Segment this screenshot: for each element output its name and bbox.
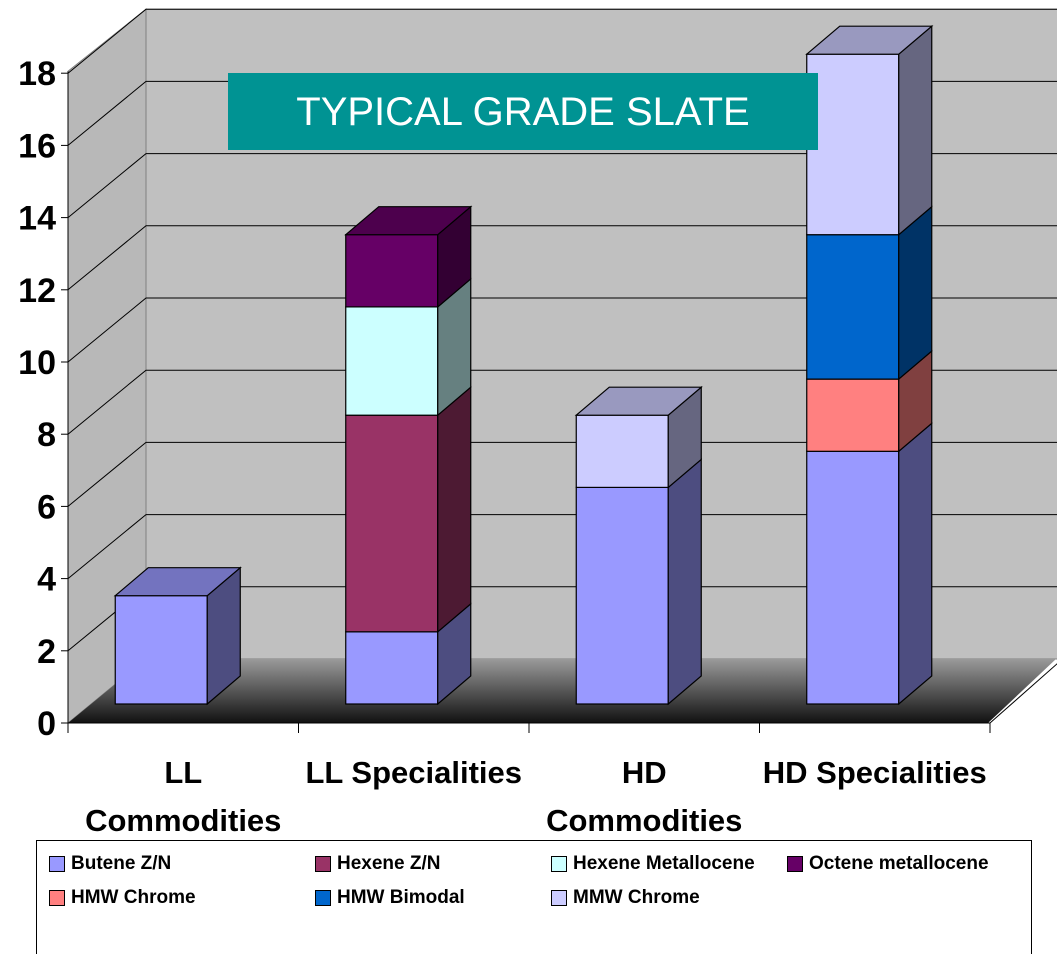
legend-swatch [49,856,65,872]
y-tick-label: 18 [18,55,56,93]
legend-item: HMW Chrome [49,887,196,909]
y-tick-label: 14 [18,200,56,238]
bar-3-mmw-chrome-front [806,53,900,236]
bar-1-hexene-z-n-front [345,414,439,633]
legend-swatch [315,856,331,872]
category-label: LL [164,755,202,790]
bar-1-hexene-metallocene-front [345,306,439,416]
gridline [67,225,1057,291]
bar-3-hmw-chrome-front [806,378,900,452]
legend-item: Octene metallocene [787,853,989,875]
legend-swatch [315,890,331,906]
gridline [67,514,1057,579]
y-tick-label: 10 [18,344,56,382]
category-label: Commodities [546,803,742,838]
bar-3-hmw-bimodal-front [806,234,900,380]
category-label: HD Specialities [763,755,987,790]
legend-label: Hexene Z/N [337,853,441,874]
chart-area: 0 2 4 6 8 10 12 14 16 18 LL Commodities LL Specialit… [18,8,1057,838]
bar-2-mmw-chrome-top [574,386,703,416]
chart-title: TYPICAL GRADE SLATE [296,90,749,134]
bar-3-butene-z-n-side [898,422,933,706]
legend-swatch [787,856,803,872]
legend-swatch [49,890,65,906]
bar-2-butene-z-n-front [575,486,669,705]
gridline [67,8,1057,74]
legend-swatch [551,890,567,906]
legend-label: MMW Chrome [573,887,700,908]
gridline [67,369,1057,435]
bar-0-butene-z-n-top [113,567,242,597]
bar-3-hmw-bimodal-side [898,205,933,381]
y-tick-label: 4 [37,561,56,599]
legend-item: Butene Z/N [49,853,171,875]
legend-label: HMW Bimodal [337,887,465,908]
y-tick-label: 0 [37,705,56,743]
legend-label: Hexene Metallocene [573,853,755,874]
category-label: LL Specialities [305,755,522,790]
bar-2-butene-z-n-side [667,458,702,706]
bar-0-butene-z-n-front [114,595,208,705]
legend-item: Hexene Metallocene [551,853,755,875]
category-label: Commodities [85,803,281,838]
bar-3-mmw-chrome-side [898,24,933,236]
gridline [67,153,1057,218]
bar-2-mmw-chrome-front [575,414,669,489]
y-tick-label: 12 [18,272,56,310]
legend-label: Octene metallocene [809,853,989,874]
legend-item: Hexene Z/N [315,853,440,875]
legend: Butene Z/N Hexene Z/N Hexene Metallocene Oc… [36,840,1032,954]
legend-item: MMW Chrome [551,887,700,909]
legend-swatch [551,856,567,872]
category-label: HD [622,755,667,790]
bar-1-octene-metallocene-front [345,234,439,308]
gridline [67,297,1057,363]
legend-label: Butene Z/N [71,853,172,874]
legend-label: HMW Chrome [71,887,196,908]
bar-1-hexene-z-n-side [437,385,472,634]
y-tick-label: 6 [37,488,56,526]
bar-3-butene-z-n-front [806,450,900,705]
legend-item: HMW Bimodal [315,887,465,909]
chart-title-box [228,73,818,150]
floor-edge [989,663,1057,724]
bar-1-butene-z-n-front [345,631,439,705]
gridline [67,441,1057,507]
bar-1-octene-metallocene-top [344,206,473,236]
y-tick-label: 2 [37,633,56,671]
y-tick-label: 16 [18,127,56,165]
bar-3-mmw-chrome-top [805,25,934,55]
y-tick-label: 8 [37,416,56,454]
